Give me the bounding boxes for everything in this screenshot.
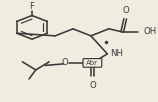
Text: OH: OH <box>144 27 157 36</box>
Text: O: O <box>89 81 96 90</box>
Text: O: O <box>123 6 129 15</box>
Text: O: O <box>62 58 69 67</box>
Text: Abr: Abr <box>86 60 98 66</box>
Text: NH: NH <box>110 49 123 58</box>
Text: F: F <box>30 2 35 11</box>
FancyBboxPatch shape <box>83 59 102 67</box>
